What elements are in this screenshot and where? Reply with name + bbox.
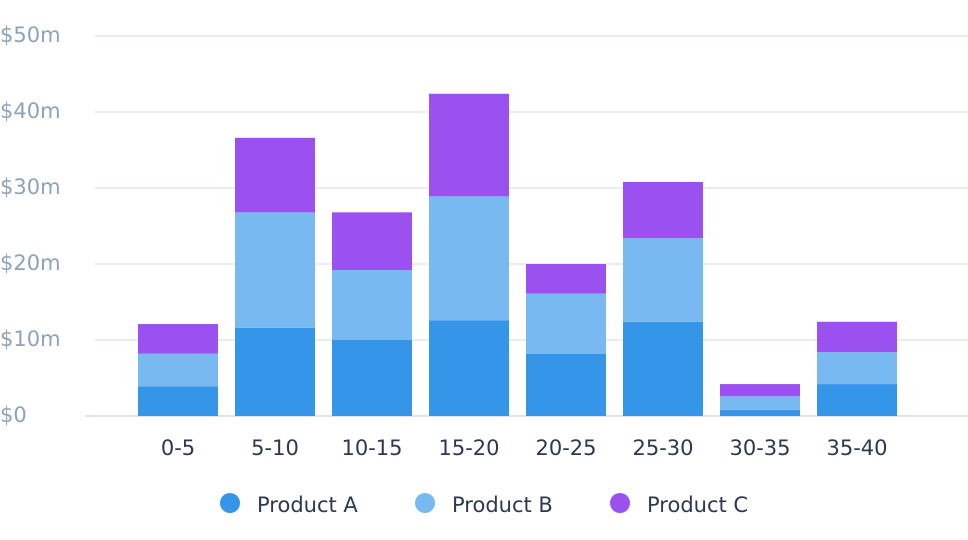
bar-segment xyxy=(332,270,412,340)
bar-segment xyxy=(235,212,315,328)
bar-segment xyxy=(429,93,509,197)
x-tick-label: 35-40 xyxy=(826,436,887,460)
bar-segment xyxy=(623,181,703,239)
bar-segment xyxy=(720,396,800,410)
bar-segment xyxy=(817,321,897,353)
y-tick-label: $50m xyxy=(0,23,61,47)
bar-segment xyxy=(623,321,703,416)
x-tick-label: 10-15 xyxy=(341,436,402,460)
bar-segment xyxy=(720,384,800,397)
bar-segment xyxy=(138,353,218,387)
bar-segment xyxy=(138,386,218,416)
bar-segment xyxy=(138,324,218,354)
y-tick-label: $0 xyxy=(0,403,27,427)
bar-segment xyxy=(429,320,509,416)
legend-marker xyxy=(220,493,240,513)
x-tick-label: 0-5 xyxy=(161,436,195,460)
y-tick-label: $30m xyxy=(0,175,61,199)
bar-segment xyxy=(526,293,606,354)
legend-marker xyxy=(415,493,435,513)
x-tick-label: 25-30 xyxy=(632,436,693,460)
bar-segment xyxy=(332,340,412,416)
x-tick-label: 30-35 xyxy=(729,436,790,460)
bar-segment xyxy=(526,353,606,416)
bar-segment xyxy=(332,212,412,271)
legend-label: Product A xyxy=(257,493,358,517)
bar-segment xyxy=(235,137,315,213)
x-tick-label: 15-20 xyxy=(438,436,499,460)
x-tick-label: 20-25 xyxy=(535,436,596,460)
bar-segment xyxy=(720,409,800,416)
bar-segment xyxy=(429,196,509,321)
legend-label: Product C xyxy=(647,493,748,517)
y-tick-label: $20m xyxy=(0,251,61,275)
bar-segment xyxy=(623,238,703,322)
bar-segment xyxy=(817,352,897,385)
legend-marker xyxy=(610,493,630,513)
bar-segment xyxy=(817,384,897,416)
legend-label: Product B xyxy=(452,493,553,517)
bar-segment xyxy=(235,327,315,416)
y-tick-label: $40m xyxy=(0,99,61,123)
x-tick-label: 5-10 xyxy=(251,436,299,460)
bar-segment xyxy=(526,264,606,294)
y-tick-label: $10m xyxy=(0,327,61,351)
